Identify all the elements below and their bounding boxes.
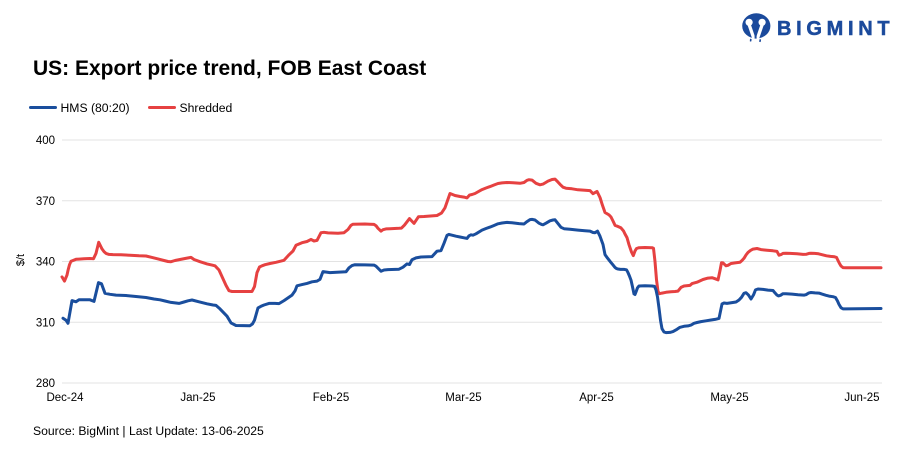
- svg-text:370: 370: [36, 196, 55, 208]
- svg-text:$/t: $/t: [15, 254, 27, 266]
- svg-text:Feb-25: Feb-25: [313, 392, 349, 404]
- svg-text:310: 310: [36, 317, 55, 329]
- svg-text:Mar-25: Mar-25: [445, 392, 481, 404]
- svg-text:Jan-25: Jan-25: [180, 392, 215, 404]
- svg-text:280: 280: [36, 378, 55, 390]
- svg-text:Jun-25: Jun-25: [844, 392, 879, 404]
- svg-text:Dec-24: Dec-24: [46, 392, 84, 404]
- svg-text:340: 340: [36, 257, 55, 269]
- svg-text:400: 400: [36, 135, 55, 147]
- svg-text:May-25: May-25: [710, 392, 748, 404]
- svg-text:Apr-25: Apr-25: [579, 392, 614, 404]
